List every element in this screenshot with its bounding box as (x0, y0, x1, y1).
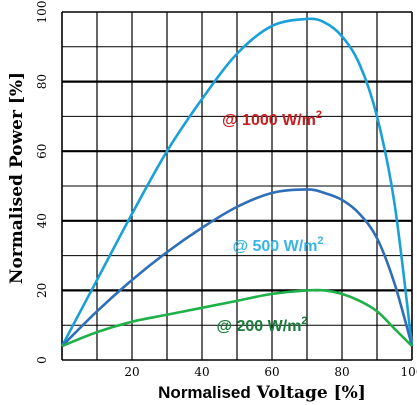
grid (61, 11, 413, 361)
x-axis-label-prefix: Normalised (158, 383, 251, 402)
y-tick-label: 60 (35, 144, 49, 159)
x-tick-labels: 20 40 60 80 100 (124, 365, 417, 379)
annotation-superscript: 2 (317, 235, 323, 247)
x-tick-label: 60 (264, 365, 279, 379)
series-line-0 (60, 17, 414, 347)
annotation-text: @ 500 W/m (232, 238, 317, 255)
annotation-text: @ 1000 W/m (222, 112, 316, 129)
annotation-superscript: 2 (301, 315, 307, 327)
x-axis-label-suffix: Voltage [%] (251, 383, 366, 403)
y-tick-label: 100 (35, 1, 49, 24)
annotation-text: @ 200 W/m (216, 318, 301, 335)
x-tick-label: 100 (401, 365, 417, 379)
y-tick-label: 80 (35, 74, 49, 89)
annotations: @ 1000 W/m2@ 500 W/m2@ 200 W/m2 (216, 109, 323, 335)
y-tick-label: 0 (35, 356, 49, 364)
series-group (60, 17, 414, 348)
annotation-label: @ 500 W/m2 (232, 235, 323, 255)
y-axis-label: Normalised Power [%] (7, 72, 27, 284)
x-tick-label: 20 (124, 365, 139, 379)
x-tick-label: 40 (194, 365, 209, 379)
y-tick-label: 40 (35, 213, 49, 228)
y-tick-labels: 0 20 40 60 80 100 (35, 1, 49, 364)
annotation-label: @ 1000 W/m2 (222, 109, 322, 129)
x-tick-label: 80 (334, 365, 349, 379)
series-line-1 (61, 188, 414, 348)
x-axis-label: Normalised Voltage [%] (158, 383, 366, 403)
y-tick-label: 20 (35, 283, 49, 298)
annotation-superscript: 2 (316, 109, 322, 121)
annotation-label: @ 200 W/m2 (216, 315, 307, 335)
series-line-2 (61, 288, 413, 348)
